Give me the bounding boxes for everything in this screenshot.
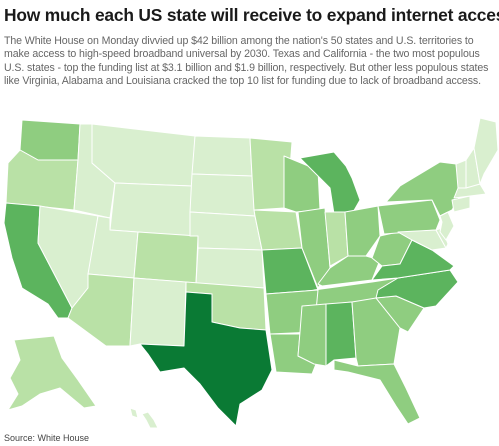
state-maryland: [397, 229, 447, 251]
state-alaska: [7, 335, 97, 411]
state-washington: [19, 119, 81, 161]
state-wyoming: [109, 182, 193, 237]
state-montana: [91, 123, 196, 187]
state-vermont: [455, 159, 467, 189]
state-iowa: [253, 209, 303, 251]
chart-description: The White House on Monday divvied up $42…: [4, 35, 489, 88]
state-florida: [333, 359, 421, 425]
state-connecticut: [451, 195, 471, 213]
chart-headline: How much each US state will receive to e…: [4, 5, 499, 25]
state-new-mexico: [129, 277, 187, 347]
us-state-funding-map: [3, 117, 499, 428]
source-note: Source: White House: [4, 433, 90, 443]
state-south-dakota: [189, 173, 256, 217]
state-michigan: [299, 151, 361, 215]
state-nebraska: [189, 211, 263, 251]
state-hawaii: [129, 407, 159, 428]
state-delaware: [435, 227, 449, 249]
state-pennsylvania: [377, 199, 441, 235]
state-ohio: [344, 205, 381, 257]
state-mississippi: [297, 303, 327, 367]
state-maine: [473, 117, 499, 185]
state-north-dakota: [191, 135, 253, 177]
state-colorado: [133, 231, 199, 284]
state-alabama: [325, 301, 357, 367]
state-kansas: [195, 247, 265, 289]
state-texas: [139, 291, 273, 427]
state-new-jersey: [439, 211, 455, 241]
